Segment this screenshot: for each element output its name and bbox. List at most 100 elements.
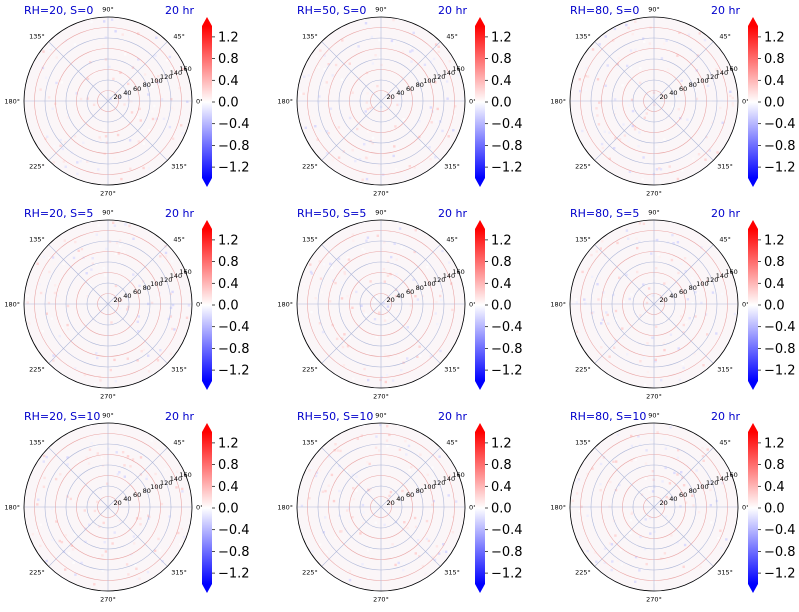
heatmap-cell	[36, 262, 39, 265]
heatmap-cell	[643, 383, 647, 386]
heatmap-cell	[651, 490, 655, 493]
heatmap-cell	[416, 355, 419, 358]
angle-tick-label: 225°	[575, 163, 591, 171]
heatmap-cell	[694, 315, 697, 318]
heatmap-cell	[442, 550, 445, 553]
heatmap-cell	[352, 377, 355, 380]
heatmap-cell	[654, 360, 657, 363]
heatmap-cell	[327, 63, 330, 66]
heatmap-cell	[631, 124, 634, 128]
heatmap-cell	[303, 282, 306, 286]
angle-tick-label: 315°	[717, 569, 733, 577]
heatmap-cell	[378, 38, 381, 42]
heatmap-cell	[66, 463, 69, 466]
heatmap-cell	[448, 261, 451, 264]
heatmap-cell	[630, 444, 634, 448]
heatmap-cell	[329, 262, 332, 266]
heatmap-cell	[626, 353, 629, 356]
heatmap-cell	[650, 252, 653, 255]
angular-gridline	[107, 447, 168, 508]
heatmap-cell	[132, 273, 135, 276]
heatmap-cell	[665, 515, 668, 518]
heatmap-cell	[150, 301, 154, 305]
heatmap-cell	[323, 284, 327, 287]
heatmap-cell	[72, 561, 75, 564]
heatmap-cell	[421, 483, 424, 486]
heatmap-cell	[653, 530, 656, 533]
heatmap-cell	[586, 75, 590, 78]
heatmap-cell	[86, 295, 89, 298]
heatmap-cell	[413, 166, 416, 169]
angle-tick-label: 135°	[29, 235, 45, 243]
colorbar: 1.2 0.8 0.4 0.0 −0.4 −0.8 −1.2	[475, 220, 523, 390]
colorbar-tick-label: −0.4	[764, 523, 796, 538]
heatmap-cell	[719, 106, 722, 110]
heatmap-cell	[575, 301, 578, 304]
radial-tick-label: 80	[416, 284, 424, 292]
heatmap-cell	[440, 298, 443, 302]
heatmap-cell	[361, 503, 365, 507]
heatmap-cell	[635, 237, 638, 240]
colorbar-tick-label: 0.0	[218, 299, 239, 314]
heatmap-cell	[147, 367, 150, 370]
angular-gridline	[380, 506, 441, 567]
heatmap-cell	[416, 539, 420, 542]
heatmap-cell	[96, 356, 99, 360]
heatmap-cell	[334, 63, 338, 67]
radial-tick-label: 100	[150, 483, 162, 491]
heatmap-cell	[401, 50, 405, 53]
heatmap-cell	[175, 536, 178, 539]
angular-gridline	[107, 506, 168, 567]
heatmap-cell	[726, 470, 729, 474]
heatmap-cell	[95, 262, 98, 266]
heatmap-cell	[366, 236, 370, 239]
heatmap-speckles	[38, 18, 189, 181]
heatmap-cell	[614, 309, 618, 313]
heatmap-cell	[357, 45, 360, 48]
heatmap-cell	[683, 543, 687, 547]
polar-frame	[569, 422, 739, 592]
heatmap-cell	[181, 132, 184, 135]
radial-tick-label: 60	[679, 288, 687, 296]
colorbar-extend-high	[748, 220, 758, 229]
time-label: 20 hr	[165, 207, 194, 220]
heatmap-cell	[395, 258, 398, 261]
angle-tick-label: 90°	[102, 412, 114, 420]
panel-title: RH=50, S=10	[297, 410, 373, 423]
heatmap-cell	[97, 168, 100, 171]
colorbar-extend-low	[475, 178, 485, 187]
heatmap-cell	[365, 239, 368, 242]
radial-tick-label: 140	[443, 69, 455, 77]
heatmap-cell	[409, 304, 413, 307]
heatmap-cell	[336, 449, 339, 452]
heatmap-cell	[358, 158, 362, 161]
heatmap-cell	[662, 42, 666, 46]
heatmap-cell	[38, 59, 42, 62]
heatmap-cell	[361, 178, 364, 181]
heatmap-cell	[115, 88, 118, 92]
heatmap-cell	[66, 304, 70, 308]
radial-tick-label: 140	[716, 475, 728, 483]
heatmap-cell	[126, 308, 129, 311]
heatmap-cell	[395, 273, 398, 276]
heatmap-cell	[69, 497, 72, 501]
panel-title: RH=20, S=5	[24, 207, 93, 220]
colorbar-tick-label: 0.8	[764, 52, 785, 67]
heatmap-cell	[611, 560, 614, 563]
radial-tick-label: 80	[689, 284, 697, 292]
heatmap-cell	[628, 297, 631, 301]
heatmap-cell	[127, 98, 130, 101]
heatmap-cell	[310, 310, 313, 314]
heatmap-cell	[426, 266, 429, 269]
heatmap-cell	[390, 255, 393, 259]
radial-tick-label: 40	[396, 292, 404, 300]
heatmap-cell	[644, 477, 647, 480]
heatmap-cell	[600, 322, 603, 325]
heatmap-cell	[346, 345, 350, 348]
heatmap-cell	[330, 473, 334, 477]
heatmap-cell	[86, 160, 89, 163]
heatmap-cell	[669, 426, 672, 429]
angle-tick-label: 45°	[719, 32, 731, 40]
heatmap-cell	[673, 471, 676, 475]
